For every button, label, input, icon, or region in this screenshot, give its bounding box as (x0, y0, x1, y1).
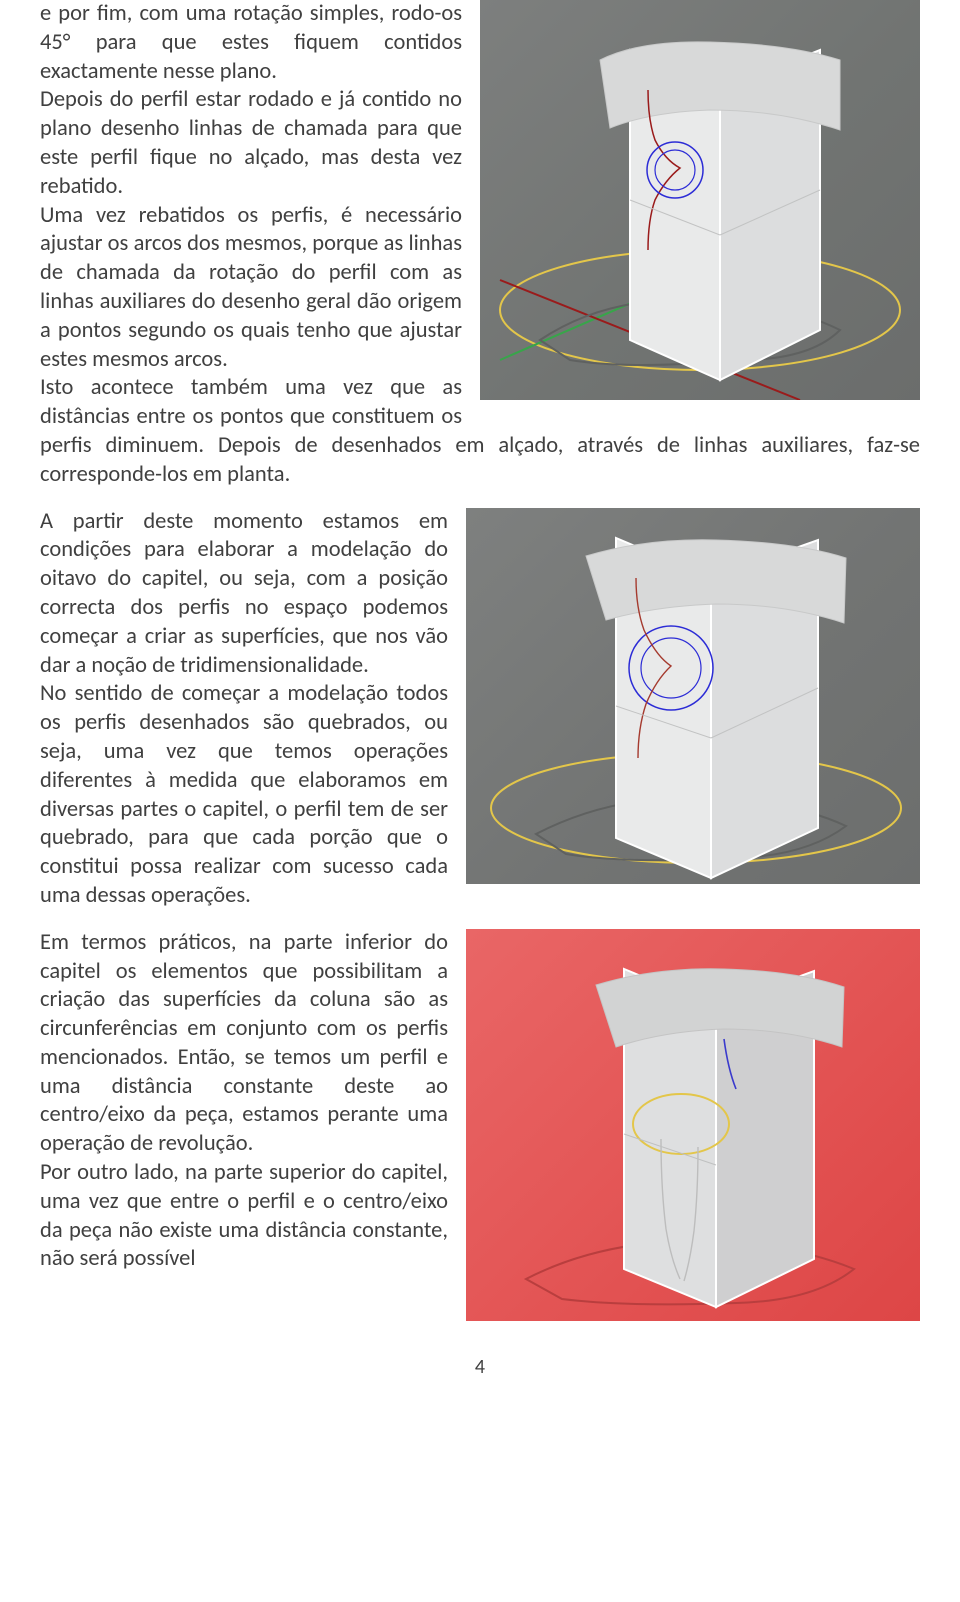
page-number: 4 (40, 1355, 920, 1379)
figure-1 (480, 0, 920, 400)
figure-2 (466, 508, 920, 884)
section-2: A partir deste momento estamos em condiç… (40, 508, 920, 911)
figure-3 (466, 929, 920, 1321)
section-3: Em termos práticos, na parte inferior do… (40, 929, 920, 1325)
section-1: e por fim, com uma rotação simples, rodo… (40, 0, 920, 490)
